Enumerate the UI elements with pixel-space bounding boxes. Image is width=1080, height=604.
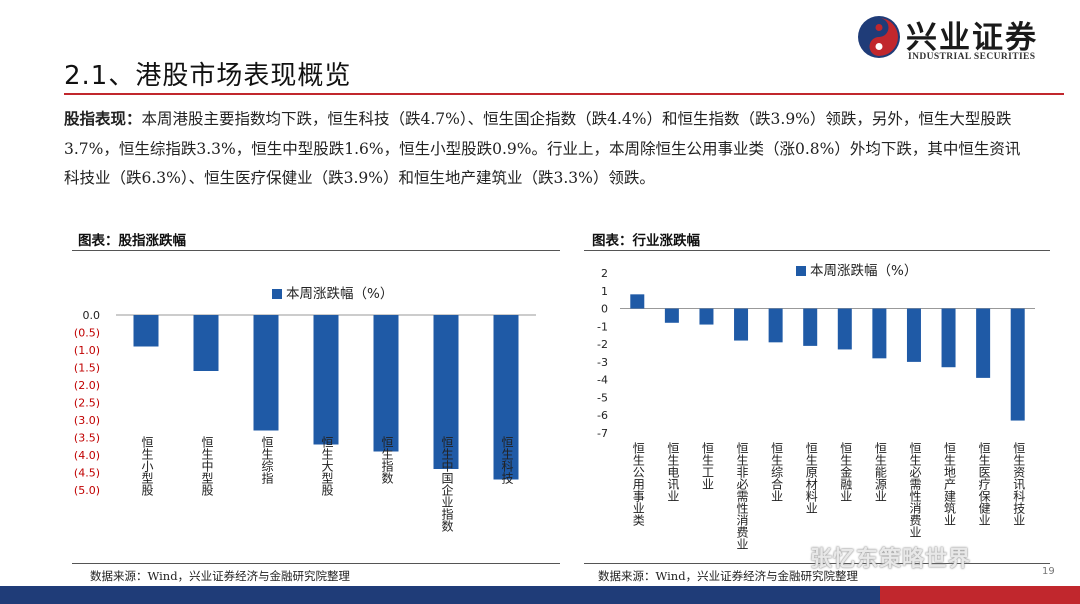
- bar: [664, 308, 679, 323]
- index-change-chart: 本周涨跌幅（%） 0.0 (0.5) (1.0) (1.5) (2.0) (2.5) (3.0…: [74, 286, 536, 533]
- chart-title-left: 图表：股指涨跌幅: [78, 233, 186, 249]
- bar: [433, 315, 459, 469]
- industry-change-chart: 本周涨跌幅（%） 2 1 0 -1 -2 -3 -4 -5 -6 -7 恒生公用事业类 恒生电讯业 恒生工…: [597, 263, 1035, 550]
- category-label: 恒生能源业: [873, 442, 887, 502]
- y-tick-label: (0.5): [74, 327, 100, 340]
- bar: [976, 308, 991, 378]
- legend-label: 本周涨跌幅（%）: [810, 263, 917, 279]
- bar: [1010, 308, 1025, 421]
- watermark-text: 张忆东策略世界: [810, 547, 972, 572]
- page-title: 2.1、港股市场表现概览: [64, 61, 352, 91]
- y-tick-label: (2.0): [74, 379, 100, 392]
- category-label: 恒生医疗保健业: [977, 442, 991, 526]
- bar: [803, 308, 818, 346]
- y-tick-label: (1.0): [74, 344, 100, 357]
- y-tick-label: (4.0): [74, 449, 100, 462]
- bar: [253, 315, 279, 431]
- category-label: 恒生必需性消费业: [908, 442, 922, 538]
- bar: [193, 315, 219, 371]
- category-label: 恒生综合业: [770, 442, 784, 502]
- title-divider: [64, 93, 1064, 95]
- bar: [493, 315, 519, 480]
- source-note-right: 数据来源：Wind，兴业证券经济与金融研究院整理: [598, 569, 859, 583]
- summary-paragraph: 股指表现：本周港股主要指数均下跌，恒生科技（跌4.7%）、恒生国企指数（跌4.4…: [64, 104, 1024, 194]
- footer-accent: [880, 586, 1080, 604]
- category-label: 恒生指数: [380, 436, 394, 485]
- y-tick-label: (5.0): [74, 484, 100, 497]
- y-tick-label: -3: [597, 356, 608, 369]
- y-tick-label: (2.5): [74, 397, 100, 410]
- bar: [373, 315, 399, 452]
- bar: [768, 308, 783, 343]
- category-label: 恒生中型股: [200, 436, 214, 497]
- bar: [630, 294, 645, 309]
- summary-label: 股指表现：: [64, 109, 142, 128]
- chart-top-rule-right: [584, 250, 1050, 251]
- bar: [734, 308, 749, 341]
- y-tick-label: -4: [597, 374, 608, 387]
- y-tick-label: -2: [597, 338, 608, 351]
- legend-swatch: [796, 266, 806, 276]
- category-label: 恒生非必需性消费业: [735, 442, 749, 550]
- category-label: 恒生原材料业: [804, 442, 818, 514]
- logo-text-cn: 兴业证券: [906, 20, 1038, 56]
- y-tick-label: 2: [601, 267, 608, 280]
- footer-bar: [0, 586, 1080, 604]
- y-tick-label: -1: [597, 320, 608, 333]
- bar: [699, 308, 714, 325]
- y-tick-label: (3.5): [74, 432, 100, 445]
- chart-bottom-rule-right: [584, 563, 1050, 564]
- bar: [906, 308, 921, 362]
- y-tick-label: (3.0): [74, 414, 100, 427]
- category-label: 恒生中国企业指数: [440, 436, 454, 533]
- source-note-left: 数据来源：Wind，兴业证券经济与金融研究院整理: [90, 569, 351, 583]
- y-tick-label: (4.5): [74, 467, 100, 480]
- page-number: 19: [1042, 566, 1055, 577]
- category-label: 恒生公用事业类: [631, 442, 645, 527]
- category-label: 恒生大型股: [320, 436, 334, 497]
- legend-label: 本周涨跌幅（%）: [286, 286, 393, 302]
- summary-text: 本周港股主要指数均下跌，恒生科技（跌4.7%）、恒生国企指数（跌4.4%）和恒生…: [64, 110, 1021, 187]
- logo-icon: [858, 16, 900, 58]
- y-tick-label: (1.5): [74, 362, 100, 375]
- bar: [837, 308, 852, 350]
- category-label: 恒生金融业: [839, 442, 853, 502]
- category-label: 恒生小型股: [140, 436, 154, 497]
- y-tick-label: -6: [597, 409, 608, 422]
- chart-top-rule-left: [72, 250, 560, 251]
- category-label: 恒生电讯业: [666, 442, 680, 502]
- bar: [872, 308, 887, 359]
- chart-bottom-rule-left: [72, 563, 560, 564]
- category-label: 恒生资讯科技业: [1012, 442, 1026, 526]
- y-tick-label: -5: [597, 391, 608, 404]
- category-label: 恒生地产建筑业: [943, 442, 957, 526]
- bar: [313, 315, 339, 445]
- category-label: 恒生综指: [260, 436, 274, 485]
- logo-text-en: INDUSTRIAL SECURITIES: [908, 52, 1036, 62]
- chart-title-right: 图表：行业涨跌幅: [592, 233, 700, 249]
- y-tick-label: 0.0: [83, 309, 101, 322]
- bar: [941, 308, 956, 368]
- y-tick-label: 0: [601, 303, 608, 316]
- category-label: 恒生科技: [500, 436, 514, 484]
- y-tick-label: 1: [601, 285, 608, 298]
- bar: [133, 315, 159, 347]
- category-label: 恒生工业: [700, 442, 714, 490]
- legend-swatch: [272, 289, 282, 299]
- y-tick-label: -7: [597, 427, 608, 440]
